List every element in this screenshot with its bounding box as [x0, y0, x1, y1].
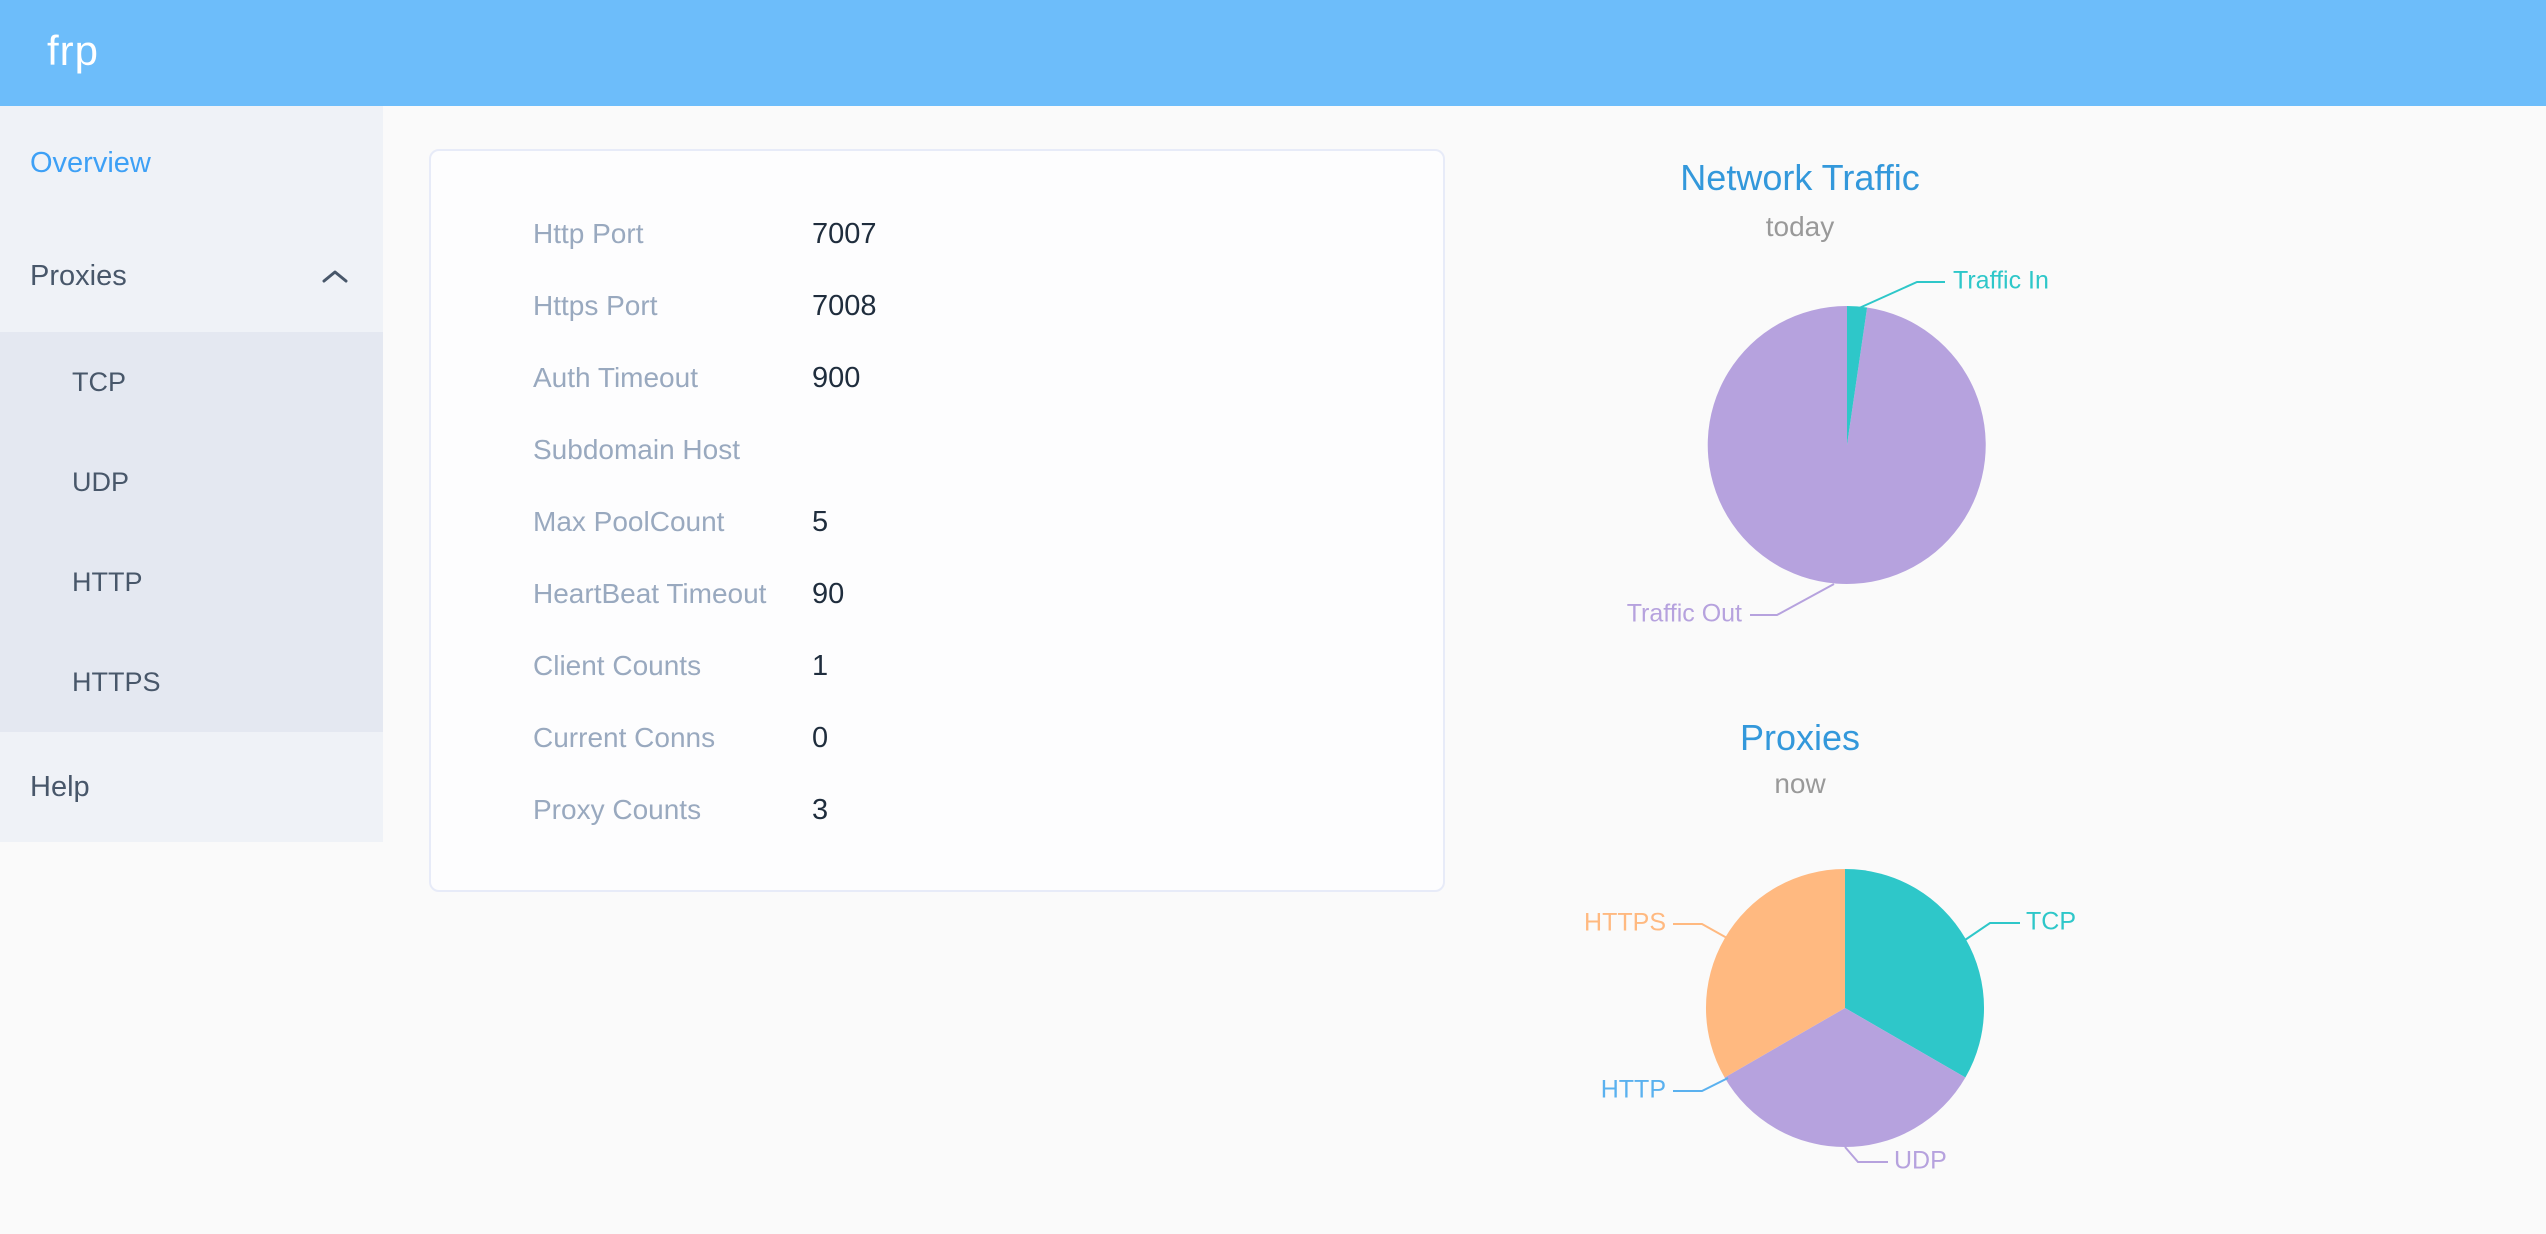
config-row: Client Counts 1	[431, 630, 1443, 702]
label-line-https	[1673, 923, 1728, 939]
app-logo: frp	[47, 27, 100, 75]
pie-label-traffic-in: Traffic In	[1953, 267, 2049, 295]
network-traffic-subtitle: today	[1765, 211, 1835, 242]
pie-slice-traffic-out[interactable]	[1707, 305, 1986, 584]
config-value: 90	[812, 577, 845, 610]
sidebar: Overview Proxies TCP UDP HTTP HTTPS Help	[0, 106, 383, 842]
config-label: Http Port	[533, 218, 644, 249]
sidebar-item-label: UDP	[72, 466, 130, 497]
pie-label-tcp: TCP	[2026, 908, 2076, 936]
config-value: 0	[812, 721, 829, 754]
pie-label-udp: UDP	[1894, 1147, 1947, 1175]
sidebar-item-overview[interactable]: Overview	[0, 106, 383, 220]
label-line-traffic-in	[1856, 281, 1945, 310]
server-info-card: Http Port 7007 Https Port 7008 Auth Time…	[429, 149, 1445, 892]
config-label: Max PoolCount	[533, 506, 725, 537]
label-line-http	[1673, 1077, 1729, 1092]
sidebar-item-http[interactable]: HTTP	[0, 532, 383, 632]
config-row: HeartBeat Timeout 90	[431, 558, 1443, 630]
sidebar-item-proxies[interactable]: Proxies	[0, 220, 383, 332]
config-label: Current Conns	[533, 722, 716, 753]
config-row: Proxy Counts 3	[431, 774, 1443, 846]
proxies-pie: TCP HTTPS HTTP UDP	[1584, 869, 2076, 1175]
config-row: Http Port 7007	[431, 198, 1443, 270]
pie-slice-traffic-in[interactable]	[1847, 306, 1868, 445]
config-label: Subdomain Host	[533, 434, 741, 465]
label-line-traffic-out	[1750, 583, 1835, 616]
pie-slice-udp[interactable]	[1724, 1008, 1966, 1148]
network-traffic-title: Network Traffic	[1680, 157, 1920, 198]
pie-label-https: HTTPS	[1584, 909, 1666, 937]
sidebar-item-tcp[interactable]: TCP	[0, 332, 383, 432]
config-value: 5	[812, 505, 829, 538]
sidebar-item-label: Proxies	[30, 259, 127, 292]
config-label: Proxy Counts	[533, 794, 702, 825]
sidebar-item-label: Overview	[30, 146, 151, 179]
sidebar-item-label: HTTPS	[72, 666, 161, 697]
config-label: Auth Timeout	[533, 362, 698, 393]
app-header: frp	[0, 0, 2546, 106]
label-line-tcp	[1964, 922, 2020, 941]
proxies-chart-subtitle: now	[1774, 768, 1826, 799]
config-row: Current Conns 0	[431, 702, 1443, 774]
config-label: Https Port	[533, 290, 658, 321]
proxies-chart-title: Proxies	[1739, 717, 1861, 758]
config-label: HeartBeat Timeout	[533, 578, 767, 609]
pie-slice-tcp[interactable]	[1845, 869, 1985, 1078]
config-value: 7008	[812, 289, 877, 322]
sidebar-item-help[interactable]: Help	[0, 732, 383, 842]
pie-label-http: HTTP	[1601, 1076, 1666, 1104]
server-info-rows: Http Port 7007 Https Port 7008 Auth Time…	[431, 151, 1443, 846]
proxies-submenu: TCP UDP HTTP HTTPS	[0, 332, 383, 732]
pie-slice-https[interactable]	[1705, 869, 1845, 1078]
sidebar-item-label: HTTP	[72, 566, 143, 597]
config-value: 900	[812, 361, 861, 394]
config-row: Auth Timeout 900	[431, 342, 1443, 414]
network-traffic-pie: Traffic In Traffic Out	[1627, 267, 2049, 628]
label-line-udp	[1844, 1146, 1888, 1163]
config-value: 3	[812, 793, 829, 826]
sidebar-item-label: TCP	[72, 366, 126, 397]
config-row: Https Port 7008	[431, 270, 1443, 342]
config-row: Max PoolCount 5	[431, 486, 1443, 558]
config-row: Subdomain Host	[431, 414, 1443, 486]
sidebar-item-https[interactable]: HTTPS	[0, 632, 383, 732]
config-value: 1	[812, 649, 829, 682]
config-label: Client Counts	[533, 650, 702, 681]
sidebar-item-label: Help	[30, 770, 90, 803]
sidebar-item-udp[interactable]: UDP	[0, 432, 383, 532]
chevron-up-icon	[322, 270, 348, 283]
pie-label-traffic-out: Traffic Out	[1627, 600, 1742, 628]
config-value: 7007	[812, 217, 877, 250]
